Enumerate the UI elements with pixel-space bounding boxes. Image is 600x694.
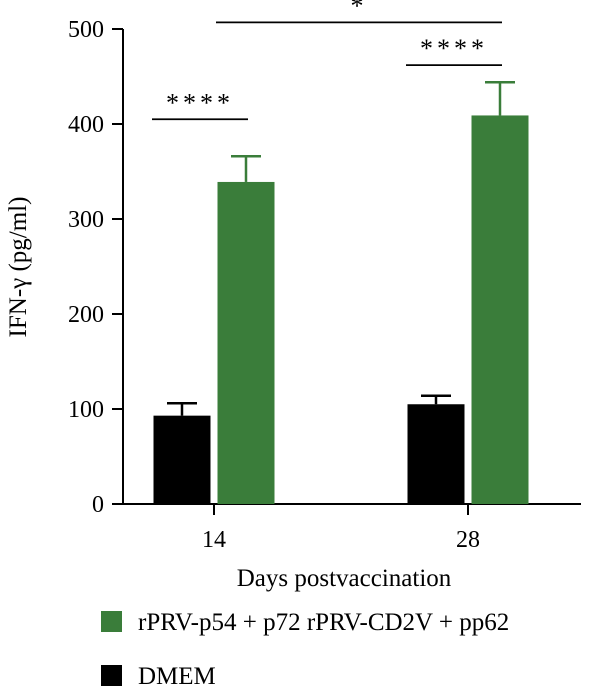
error-bars — [167, 80, 515, 416]
bar — [217, 181, 275, 504]
significance-annotations: ********* — [152, 0, 502, 121]
y-tick-label: 500 — [68, 17, 104, 43]
y-tick-label: 0 — [92, 492, 104, 518]
legend-label: DMEM — [138, 663, 216, 690]
legend-swatch — [101, 611, 122, 632]
legend-swatch — [101, 665, 122, 686]
bars — [153, 115, 529, 504]
y-tick-label: 300 — [68, 207, 104, 233]
bar — [153, 415, 211, 504]
y-axis-title: IFN-γ (pg/ml) — [5, 197, 32, 338]
x-tick-label: 28 — [456, 527, 480, 553]
x-tick-label: 14 — [202, 527, 226, 553]
significance-label: * — [351, 0, 368, 20]
legend: rPRV-p54 + p72 rPRV-CD2V + pp62 DMEM — [101, 609, 509, 690]
y-tick-label: 400 — [68, 112, 104, 138]
y-tick-label: 100 — [68, 397, 104, 423]
y-tick-label: 200 — [68, 302, 104, 328]
bar — [407, 404, 465, 504]
bar — [471, 115, 529, 504]
significance-label: **** — [166, 88, 234, 117]
significance-label: **** — [420, 34, 488, 63]
legend-label: rPRV-p54 + p72 rPRV-CD2V + pp62 — [138, 609, 509, 636]
x-axis-title: Days postvaccination — [237, 565, 452, 592]
